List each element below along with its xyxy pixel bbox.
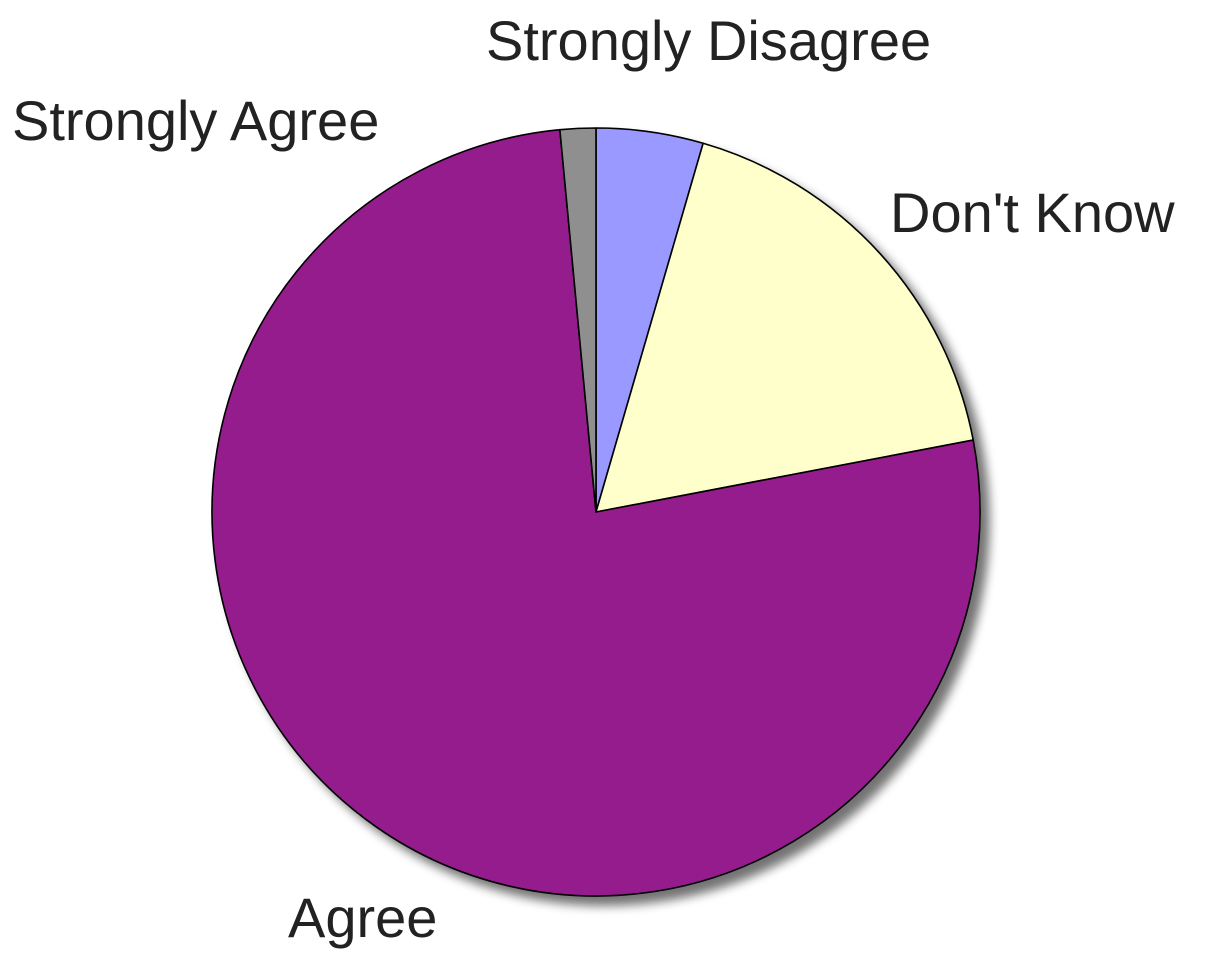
pie-slice-agree: [211, 128, 981, 897]
slice-label-strongly-disagree: Strongly Disagree: [486, 9, 931, 72]
slice-label-strongly-agree: Strongly Agree: [12, 89, 379, 152]
slice-label-dont-know: Don't Know: [890, 181, 1175, 244]
slice-label-agree: Agree: [288, 886, 437, 949]
pie-slice-strongly-agree: [559, 127, 597, 513]
pie-labels: Strongly Disagree Don't Know Agree Stron…: [12, 9, 1175, 949]
pie-slices: [211, 127, 981, 897]
pie-slice-don-t-know: [595, 142, 974, 513]
